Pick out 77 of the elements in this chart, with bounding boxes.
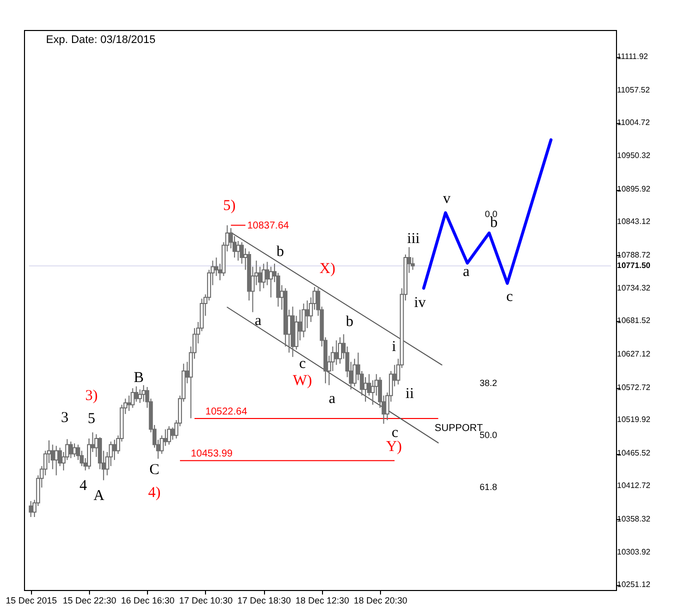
- annotation: c: [392, 425, 399, 441]
- y-tick-label: 10950.32: [617, 151, 651, 160]
- annotation: b: [276, 244, 284, 260]
- annotation: a: [328, 391, 336, 407]
- x-tick-label: 18 Dec 20:30: [354, 596, 408, 606]
- annotation: a: [254, 313, 262, 329]
- ref-line-label: 10522.64: [205, 406, 248, 418]
- y-tick-label: 10681.52: [617, 316, 651, 326]
- candlestick: [334, 340, 338, 366]
- x-tick-label: 15 Dec 2015: [6, 596, 57, 606]
- annotation: 5): [223, 198, 236, 214]
- candlestick: [134, 386, 138, 402]
- candlestick: [68, 441, 73, 459]
- annotation: 3: [60, 410, 68, 426]
- x-tick-label: 16 Dec 16:30: [120, 596, 174, 606]
- annotation: A: [94, 488, 105, 504]
- x-tick-label: 17 Dec 10:30: [179, 596, 233, 606]
- y-tick-label: 11111.92: [617, 52, 649, 62]
- candlestick: [338, 336, 342, 364]
- annotation: 3): [85, 388, 98, 404]
- annotation: b: [346, 314, 354, 330]
- annotation: iv: [414, 295, 426, 311]
- candlestick: [262, 263, 266, 289]
- x-tick-label: 18 Dec 12:30: [296, 596, 350, 606]
- annotation: ii: [406, 386, 414, 402]
- candlestick: [127, 395, 132, 412]
- annotation: 5: [88, 411, 96, 427]
- candlestick: [268, 266, 273, 298]
- y-tick-label: 10519.92: [617, 415, 651, 424]
- y-tick-label: 10843.12: [617, 216, 651, 226]
- x-tick-label: 15 Dec 22:30: [62, 596, 116, 606]
- annotation: v: [442, 191, 451, 207]
- annotation: 50.0: [480, 430, 498, 440]
- annotation: Y): [386, 439, 402, 455]
- annotation: i: [392, 339, 396, 355]
- annotation: W): [292, 373, 312, 389]
- y-tick-label: 10251.12: [617, 580, 651, 590]
- candlestick: [130, 388, 135, 408]
- candlestick: [214, 257, 218, 276]
- candlestick: [167, 426, 172, 446]
- annotation: C: [149, 462, 160, 478]
- candlestick: [112, 439, 116, 460]
- y-tick-label: 10895.92: [617, 184, 651, 194]
- candlestick: [305, 300, 310, 329]
- ref-line-label: 10453.99: [190, 448, 234, 460]
- y-tick-label: 10412.72: [617, 480, 651, 490]
- y-tick-label: 10465.52: [617, 448, 651, 458]
- candlestick: [72, 442, 76, 458]
- line-series: [422, 138, 552, 290]
- y-tick-label: 10627.12: [617, 349, 651, 358]
- annotation: c: [506, 289, 514, 305]
- ref-line-label: 10837.64: [247, 220, 290, 232]
- candlestick: [142, 384, 146, 402]
- annotation: a: [462, 264, 470, 280]
- annotation: B: [134, 370, 144, 386]
- annotation: X): [319, 261, 336, 277]
- candlestick: [170, 426, 175, 440]
- annotation: 38.2: [480, 378, 498, 388]
- x-tick-label: 17 Dec 18:30: [237, 596, 291, 606]
- ref-line-label: 10771.50: [617, 260, 651, 270]
- annotation: 4: [79, 478, 88, 494]
- y-tick-label: 10303.92: [617, 548, 651, 557]
- annotation: 4): [148, 485, 161, 501]
- y-tick-label: 11057.52: [617, 85, 650, 94]
- y-tick-label: 10358.32: [617, 514, 651, 524]
- candlestick: [138, 388, 142, 404]
- y-tick-label: 10572.72: [617, 382, 651, 392]
- candlestick: [50, 444, 55, 470]
- candlestick: [236, 240, 240, 262]
- y-tick-label: 10734.32: [617, 284, 651, 293]
- candlestick: [302, 303, 306, 338]
- y-tick-label: 11004.72: [617, 118, 650, 127]
- annotation: iii: [407, 231, 420, 247]
- chart-title: Exp. Date: 03/18/2015: [46, 34, 156, 46]
- annotation: c: [299, 356, 306, 372]
- y-tick-label: 10788.72: [617, 250, 651, 260]
- annotation: 61.8: [480, 482, 498, 492]
